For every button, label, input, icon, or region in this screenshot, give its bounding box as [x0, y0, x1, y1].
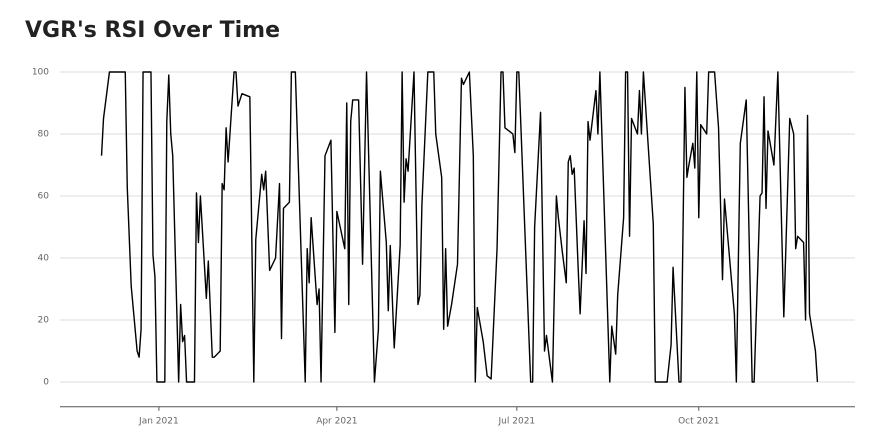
y-tick-label: 20 — [38, 316, 50, 326]
rsi-line — [100, 71, 819, 383]
x-tick-label: Apr 2021 — [316, 416, 357, 426]
y-tick-label: 60 — [38, 192, 50, 202]
x-tick-label: Oct 2021 — [678, 416, 719, 426]
y-tick-label: 40 — [38, 254, 50, 264]
x-tick-label: Jan 2021 — [138, 416, 179, 426]
y-tick-label: 100 — [32, 68, 49, 78]
y-tick-label: 0 — [43, 378, 49, 388]
chart-title: VGR's RSI Over Time — [25, 18, 280, 43]
y-tick-label: 80 — [38, 130, 50, 140]
x-tick-label: Jul 2021 — [498, 416, 536, 426]
